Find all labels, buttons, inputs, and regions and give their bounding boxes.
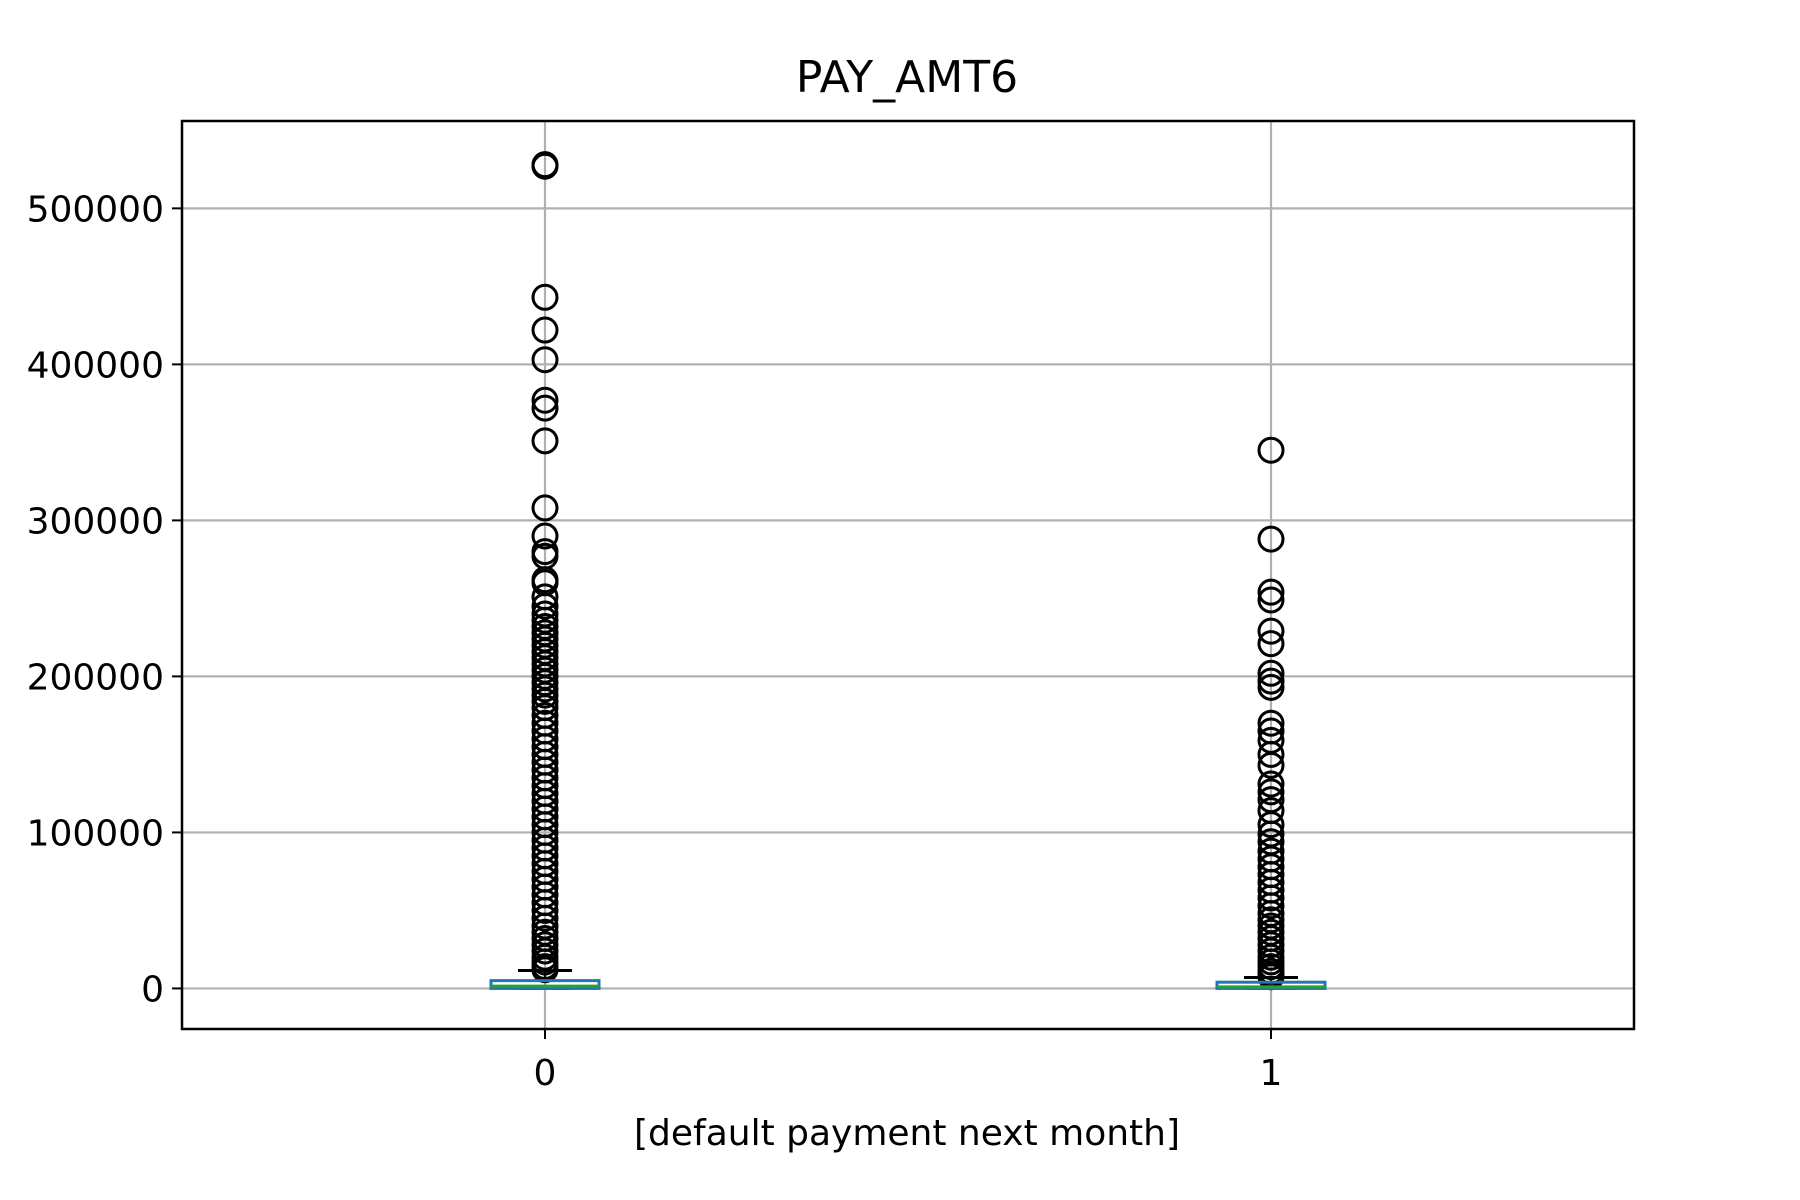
x-tick-label: 0 — [534, 1053, 557, 1094]
box-group-1 — [1215, 436, 1327, 991]
flier-point — [1257, 770, 1285, 798]
flier-point — [531, 896, 559, 924]
box-group-0 — [489, 151, 601, 990]
flier-point — [1257, 892, 1285, 920]
flier-point — [531, 427, 559, 455]
flier-point — [531, 937, 559, 965]
y-tick-label: 500000 — [27, 189, 164, 230]
flier-point — [1257, 740, 1285, 768]
flier-point — [1257, 884, 1285, 912]
flier-point — [1257, 778, 1285, 806]
plot-area — [489, 151, 1327, 991]
chart-title: PAY_AMT6 — [796, 52, 1018, 103]
flier-point — [531, 522, 559, 550]
iqr-box — [489, 979, 601, 990]
flier-point — [531, 592, 559, 620]
y-tick-label: 0 — [141, 969, 164, 1010]
flier-point — [1257, 751, 1285, 779]
flier-point — [1257, 931, 1285, 959]
flier-point — [531, 346, 559, 374]
flier-point — [531, 386, 559, 414]
flier-point — [1257, 586, 1285, 614]
flier-point — [1257, 617, 1285, 645]
flier-point — [531, 283, 559, 311]
flier-point — [531, 494, 559, 522]
flier-point — [531, 675, 559, 703]
y-tick-label: 400000 — [27, 345, 164, 386]
flier-point — [1257, 709, 1285, 737]
flier-point — [1257, 659, 1285, 687]
grid — [182, 121, 1634, 1029]
x-tick-label: 1 — [1260, 1053, 1283, 1094]
flier-point — [531, 904, 559, 932]
flier-point — [1257, 630, 1285, 658]
iqr-box — [1215, 980, 1327, 990]
y-tick-label: 200000 — [27, 657, 164, 698]
flier-point — [1257, 525, 1285, 553]
flier-point — [531, 152, 559, 180]
y-axis: 0 100000 200000 300000 400000 500000 — [27, 189, 182, 1010]
flier-point — [531, 687, 559, 715]
x-axis-label: [default payment next month] — [634, 1113, 1180, 1154]
flier-point — [1257, 667, 1285, 695]
flier-point — [1257, 673, 1285, 701]
axes-frame — [180, 119, 1636, 1031]
flier-point — [1257, 578, 1285, 606]
flier-point — [531, 394, 559, 422]
flier-point — [531, 681, 559, 709]
y-tick-label: 300000 — [27, 501, 164, 542]
flier-point — [1257, 811, 1285, 839]
flier-point — [1257, 436, 1285, 464]
y-tick-label: 100000 — [27, 813, 164, 854]
flier-point — [531, 316, 559, 344]
